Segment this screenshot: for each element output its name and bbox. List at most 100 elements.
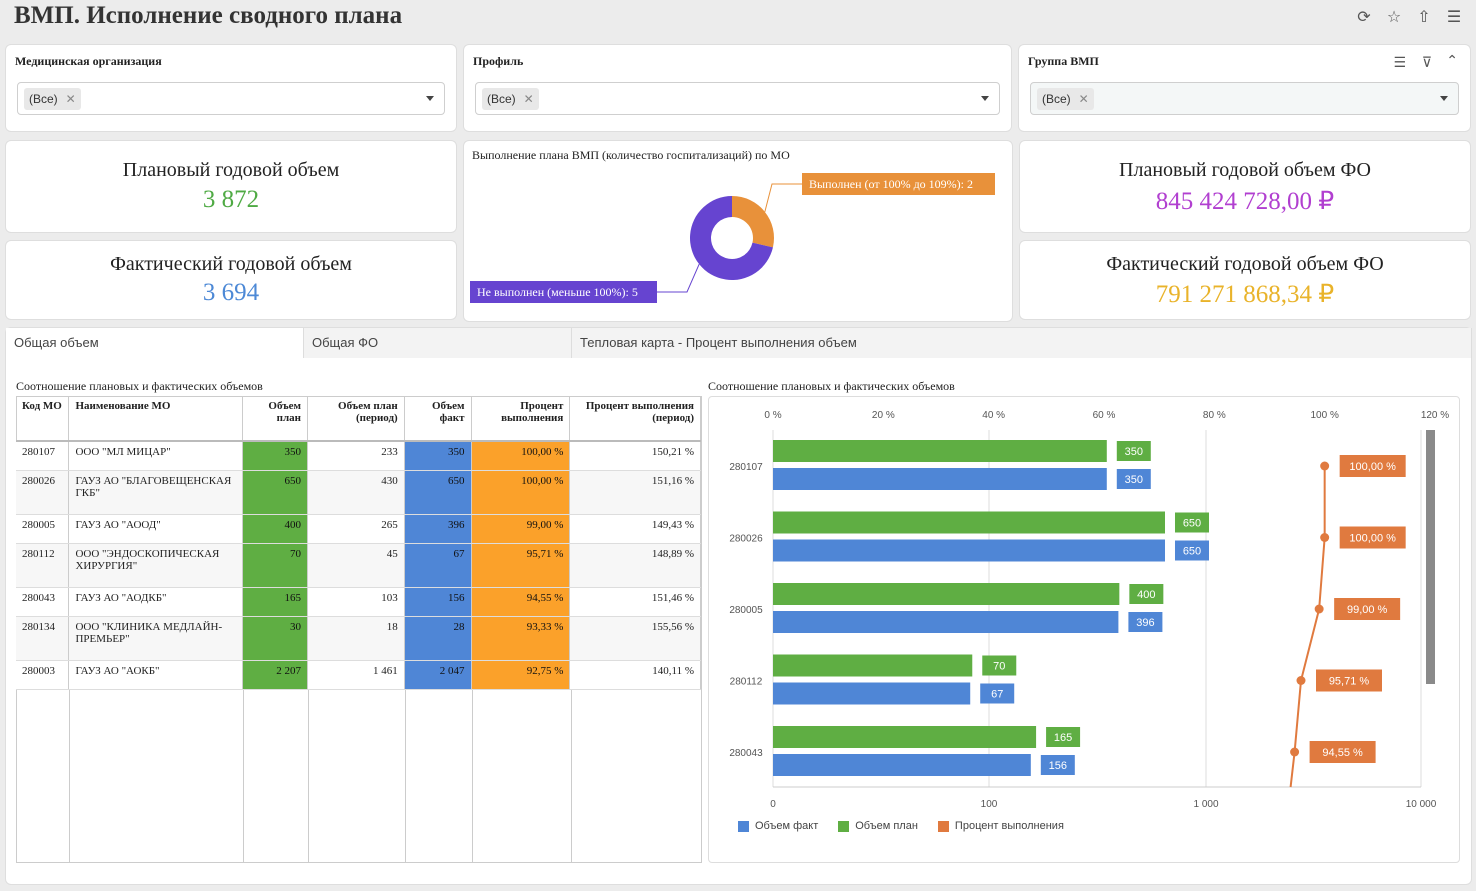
bar-plan[interactable] — [773, 583, 1120, 605]
donut-slice[interactable] — [690, 196, 773, 280]
bar-fact[interactable] — [773, 468, 1107, 490]
table-row[interactable]: 280112 ООО "ЭНДОСКОПИЧЕСКАЯ ХИРУРГИЯ" 70 45… — [16, 543, 701, 588]
pct-tick-label: 120 % — [1421, 410, 1449, 421]
table-cell: 70 — [242, 543, 308, 588]
star-icon[interactable]: ☆ — [1386, 6, 1402, 26]
bar-plan[interactable] — [773, 726, 1037, 748]
pct-label-box — [1339, 526, 1406, 549]
chevron-up-icon[interactable]: ⌃ — [1446, 53, 1458, 69]
bar-plan-label-box — [1174, 512, 1209, 533]
table-cell: 650 — [242, 470, 308, 515]
remove-tag-icon[interactable]: ✕ — [1078, 92, 1089, 106]
category-label: 280107 — [729, 462, 763, 473]
column-header[interactable]: Код МО — [16, 396, 70, 442]
table-cell: 280043 — [16, 587, 70, 617]
filter-tag: (Все) ✕ — [482, 88, 539, 110]
pct-label-box — [1316, 669, 1383, 692]
table-cell: 396 — [404, 514, 472, 544]
chevron-down-icon[interactable] — [981, 96, 989, 101]
table-cell: 280134 — [16, 616, 70, 661]
tab-bar: Общая объем Общая ФО Тепловая карта - Пр… — [6, 328, 1472, 358]
kpi-fact-volume: Фактический годовой объем 3 694 — [5, 240, 457, 320]
bar-plan-label-box — [1129, 584, 1164, 604]
column-header[interactable]: Объем факт — [404, 396, 472, 442]
bar-chart: 0 100 1 000 10 000 0 % 20 % 40 % 60 % 80 % 100 % 1… — [729, 410, 1449, 810]
kpi-fact-fo: Фактический годовой объем ФО 791 271 868… — [1019, 240, 1471, 320]
pct-point[interactable] — [1314, 604, 1324, 614]
table-cell: 92,75 % — [471, 660, 571, 690]
pct-point[interactable] — [1320, 461, 1330, 471]
bar-fact[interactable] — [773, 682, 971, 705]
bar-fact[interactable] — [773, 539, 1165, 562]
donut-slice[interactable] — [732, 196, 774, 248]
remove-tag-icon[interactable]: ✕ — [523, 92, 534, 106]
legend-item[interactable]: Объем план — [838, 820, 918, 832]
table-row[interactable]: 280043 ГАУЗ АО "АОДКБ" 165 103 156 94,55 % 151… — [16, 587, 701, 617]
table-row[interactable]: 280003 ГАУЗ АО "АОКБ" 2 207 1 461 2 047 92,75… — [16, 660, 701, 690]
table-row[interactable]: 280005 ГАУЗ АО "АООД" 400 265 396 99,00 % 149,… — [16, 514, 701, 544]
bar-plan-label: 650 — [1183, 518, 1201, 530]
pct-point[interactable] — [1296, 676, 1306, 685]
donut-label-box — [470, 281, 657, 303]
bar-plan-label-box — [982, 655, 1017, 676]
chevron-down-icon[interactable] — [1440, 96, 1448, 101]
tab-fo[interactable]: Общая ФО — [304, 328, 572, 358]
remove-tag-icon[interactable]: ✕ — [65, 92, 76, 106]
table-cell: 99,00 % — [471, 514, 571, 544]
legend-item[interactable]: Объем факт — [738, 820, 818, 832]
search-list-icon[interactable]: ☰ — [1393, 55, 1406, 71]
bar-fact-label: 156 — [1049, 760, 1067, 772]
filter-mo-select[interactable]: (Все) ✕ — [17, 82, 445, 115]
bar-plan[interactable] — [773, 654, 973, 677]
pct-point[interactable] — [1320, 533, 1330, 542]
table-row[interactable]: 280026 ГАУЗ АО "БЛАГОВЕЩЕНСКАЯ ГКБ" 650 430… — [16, 470, 701, 515]
pct-point[interactable] — [1290, 747, 1300, 757]
table-cell: 650 — [404, 470, 472, 515]
clear-filter-icon[interactable]: ⊽ — [1421, 55, 1432, 71]
filter-group-select[interactable]: (Все) ✕ — [1030, 82, 1459, 115]
column-header[interactable]: Процент выполнения — [471, 396, 571, 442]
refresh-icon[interactable]: ⟳ — [1357, 6, 1371, 26]
settings-sliders-icon[interactable]: ☰ — [1446, 6, 1462, 26]
chart-title: Соотношение плановых и фактических объем… — [708, 379, 955, 393]
column-header[interactable]: Процент выполнения (период) — [569, 396, 701, 442]
pct-tick-label: 80 % — [1203, 410, 1226, 421]
filter-profile-card: Профиль (Все) ✕ — [463, 44, 1012, 132]
bar-fact[interactable] — [773, 611, 1119, 633]
kpi-plan-fo: Плановый годовой объем ФО 845 424 728,00… — [1019, 140, 1471, 233]
chart-legend: Объем факт Объем план Процент выполнения — [738, 820, 1064, 832]
chart-scrollbar[interactable] — [1426, 430, 1435, 684]
category-label: 280005 — [729, 605, 763, 616]
legend-item[interactable]: Процент выполнения — [937, 820, 1064, 832]
table-cell: 2 047 — [404, 660, 472, 690]
table-cell: 93,33 % — [471, 616, 571, 661]
pct-label: 100,00 % — [1349, 461, 1396, 473]
bar-fact-label-box — [1116, 469, 1151, 489]
column-header[interactable]: Объем план — [242, 396, 308, 442]
table-row[interactable]: 280107 ООО "МЛ МИЦАР" 350 233 350 100,00 % 150… — [16, 441, 701, 471]
donut-label: Не выполнен (меньше 100%): 5 — [477, 285, 638, 299]
bar-fact[interactable] — [773, 754, 1031, 776]
bar-plan-label: 165 — [1054, 732, 1072, 744]
bar-fact-label-box — [1128, 612, 1163, 632]
x-tick-label: 1 000 — [1193, 799, 1218, 810]
tab-volume[interactable]: Общая объем — [6, 328, 304, 358]
bar-fact-label-box — [1174, 540, 1209, 561]
table-cell: 280005 — [16, 514, 70, 544]
table-cell: ГАУЗ АО "АОКБ" — [68, 660, 244, 690]
share-icon[interactable]: ⇧ — [1417, 6, 1431, 26]
column-header[interactable]: Наименование МО — [68, 396, 244, 442]
legend-label: Объем факт — [755, 820, 819, 832]
pct-label: 100,00 % — [1349, 533, 1396, 545]
chevron-down-icon[interactable] — [426, 96, 434, 101]
table-cell: 280026 — [16, 470, 70, 515]
filter-label: Профиль — [473, 54, 524, 68]
table-cell: 100,00 % — [471, 441, 571, 471]
table-row[interactable]: 280134 ООО "КЛИНИКА МЕДЛАЙН-ПРЕМЬЕР" 30 18 2… — [16, 616, 701, 661]
bar-plan[interactable] — [773, 511, 1165, 534]
bar-plan[interactable] — [773, 440, 1107, 462]
column-header[interactable]: Объем план (период) — [307, 396, 405, 442]
filter-profile-select[interactable]: (Все) ✕ — [475, 82, 1000, 115]
tab-heatmap[interactable]: Тепловая карта - Процент выполнения объе… — [572, 328, 1472, 358]
toolbar: ⟳ ☆ ⇧ ☰ — [1354, 6, 1464, 26]
